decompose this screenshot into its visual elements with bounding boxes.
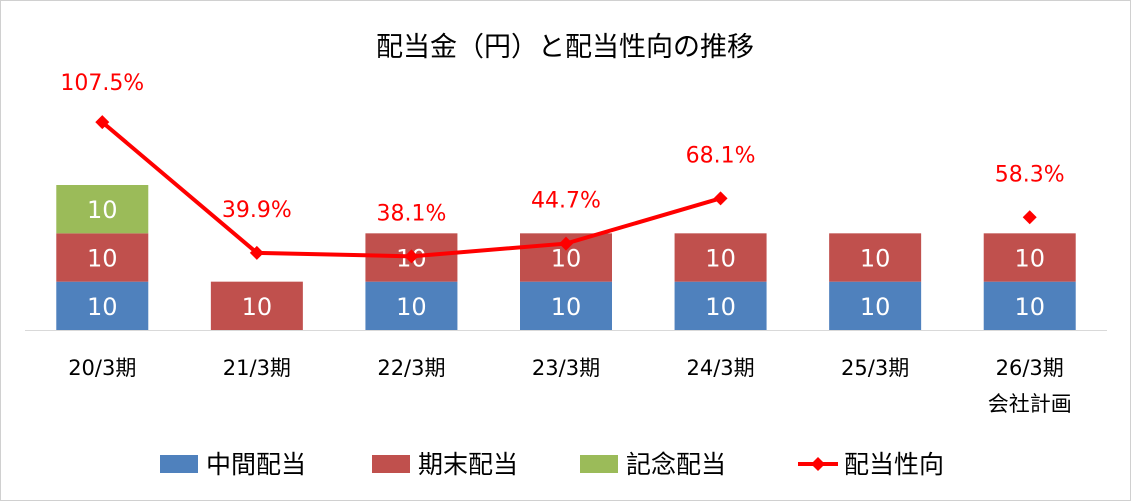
bar-label: 10 bbox=[860, 293, 891, 321]
bar-segment bbox=[210, 281, 303, 330]
bar-segment bbox=[56, 233, 149, 282]
bar-label: 10 bbox=[87, 245, 118, 273]
bar-label: 10 bbox=[1014, 245, 1045, 273]
payout-ratio-label: 44.7% bbox=[531, 189, 601, 214]
bar-label: 10 bbox=[551, 293, 582, 321]
legend-label: 中間配当 bbox=[206, 450, 306, 479]
bar-segment bbox=[56, 281, 149, 330]
payout-ratio-label: 39.9% bbox=[222, 198, 292, 223]
bar-segment bbox=[674, 281, 767, 330]
payout-ratio-marker bbox=[95, 115, 110, 130]
bar-label: 10 bbox=[860, 245, 891, 273]
bar-segment bbox=[56, 185, 149, 234]
payout-ratio-marker bbox=[559, 236, 573, 251]
x-tick-label: 会社計画 bbox=[988, 392, 1072, 416]
legend-swatch bbox=[580, 455, 618, 473]
payout-ratio-label: 68.1% bbox=[686, 143, 756, 168]
bar-label: 10 bbox=[396, 293, 427, 321]
x-tick-label: 21/3期 bbox=[223, 356, 291, 380]
payout-ratio-label: 38.1% bbox=[376, 201, 446, 226]
payout-ratio-marker bbox=[249, 245, 264, 260]
bar-segment bbox=[983, 233, 1076, 282]
bar-segment bbox=[520, 281, 612, 330]
bar-label: 10 bbox=[242, 293, 273, 321]
payout-ratio-label: 107.5% bbox=[60, 71, 144, 96]
bar-segment bbox=[829, 281, 922, 330]
legend-label: 配当性向 bbox=[844, 450, 944, 479]
x-tick-label: 24/3期 bbox=[686, 356, 754, 380]
bar-segment bbox=[674, 233, 767, 282]
chart-title: 配当金（円）と配当性向の推移 bbox=[376, 32, 754, 63]
bar-segment bbox=[983, 281, 1076, 330]
bar-label: 10 bbox=[705, 245, 736, 273]
payout-ratio-label: 58.3% bbox=[995, 162, 1065, 187]
x-tick-label: 25/3期 bbox=[841, 356, 909, 380]
bar-label: 10 bbox=[87, 293, 118, 321]
bar-label: 10 bbox=[87, 196, 118, 224]
bar-segment bbox=[365, 281, 458, 330]
x-tick-label: 26/3期 bbox=[996, 356, 1064, 380]
bar-label: 10 bbox=[1014, 293, 1045, 321]
payout-ratio-marker bbox=[1022, 210, 1037, 225]
bar-segment bbox=[829, 233, 922, 282]
x-tick-label: 23/3期 bbox=[532, 356, 600, 380]
bar-label: 10 bbox=[705, 293, 736, 321]
legend-swatch bbox=[160, 455, 198, 473]
legend-label: 記念配当 bbox=[626, 450, 726, 479]
payout-ratio-marker bbox=[713, 191, 728, 206]
x-tick-label: 22/3期 bbox=[377, 356, 445, 380]
x-tick-label: 20/3期 bbox=[68, 356, 136, 380]
legend-label: 期末配当 bbox=[418, 450, 518, 479]
payout-ratio-marker bbox=[404, 249, 419, 264]
legend-swatch bbox=[372, 455, 410, 473]
legend-marker-swatch bbox=[811, 457, 825, 471]
